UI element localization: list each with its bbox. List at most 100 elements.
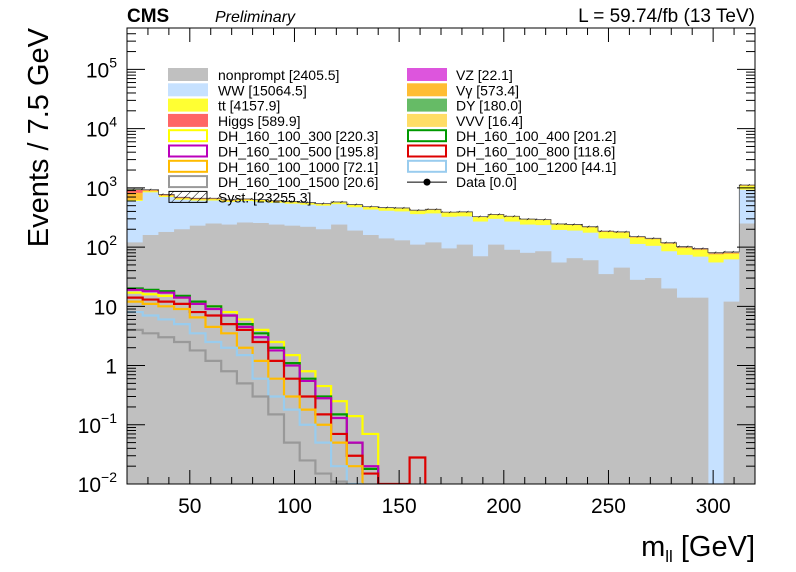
legend-entry: Syst. [23255.3] xyxy=(168,189,311,205)
stack-bin xyxy=(707,262,725,484)
syst-band xyxy=(613,230,630,233)
stack-bin xyxy=(142,234,159,484)
stack-bin xyxy=(660,288,677,484)
y-tick-label: 104 xyxy=(86,114,117,142)
x-tick-label: 300 xyxy=(696,495,731,518)
legend-label: DH_160_100_300 [220.3] xyxy=(218,128,378,144)
syst-band xyxy=(331,200,347,204)
syst-band xyxy=(503,215,520,218)
y-tick-label: 1 xyxy=(105,356,117,379)
y-tick-label: 10−2 xyxy=(78,469,118,497)
legend-swatch xyxy=(168,190,208,203)
legend-swatch xyxy=(407,159,447,173)
stack-bin xyxy=(174,229,191,484)
legend-entry: tt [4157.9] xyxy=(168,98,280,114)
stack-bin xyxy=(409,244,426,484)
legend-label: DH_160_100_1500 [20.6] xyxy=(218,174,378,190)
x-axis-title: mll [GeV] xyxy=(641,531,755,566)
y-tick-base: 1 xyxy=(105,356,117,379)
stack-bin xyxy=(189,225,206,484)
legend-entry: DH_160_100_800 [118.6] xyxy=(407,144,615,160)
legend-entry: DH_160_100_1000 [72.1] xyxy=(168,159,378,175)
signal-histograms xyxy=(127,287,427,484)
legend-swatch xyxy=(168,98,208,112)
y-tick-label: 105 xyxy=(86,54,117,82)
experiment-label: CMS xyxy=(127,6,169,27)
syst-band xyxy=(425,208,441,211)
signal-dh-160-100-1500 xyxy=(127,328,348,484)
y-tick-base: 10 xyxy=(86,119,109,142)
syst-band xyxy=(236,197,253,200)
legend-swatch xyxy=(407,113,447,127)
syst-band xyxy=(158,193,175,196)
legend-data-marker xyxy=(423,178,431,186)
y-axis-title: Events / 7.5 GeV xyxy=(23,27,55,247)
legend-label: Data [0.0] xyxy=(456,174,517,190)
legend-swatch xyxy=(168,83,208,97)
legend-swatch xyxy=(407,68,447,81)
legend-label: tt [4157.9] xyxy=(218,98,280,114)
stack-bin xyxy=(692,297,709,484)
y-tick-label: 10−1 xyxy=(78,410,118,438)
legend-label: Higgs [589.9] xyxy=(218,113,301,129)
stack-bin xyxy=(613,267,630,484)
syst-band xyxy=(362,205,379,208)
x-tick-label: 50 xyxy=(178,495,201,518)
legend-label: WW [15064.5] xyxy=(218,82,307,98)
signal-dh-160-100-1200 xyxy=(127,310,363,484)
stack-bin xyxy=(331,224,348,484)
stack-bin xyxy=(252,223,269,484)
legend-entry: WW [15064.5] xyxy=(168,82,307,98)
signal-dh-160-100-1000 xyxy=(127,300,364,484)
syst-band xyxy=(739,184,755,187)
stack-bin xyxy=(393,240,411,484)
x-tick-label: 200 xyxy=(486,495,521,518)
stack-bin xyxy=(315,229,332,484)
syst-band xyxy=(221,198,237,201)
syst-band xyxy=(472,215,489,218)
stack-bin xyxy=(676,297,693,484)
x-axis-title-unit: [GeV] xyxy=(673,531,755,563)
syst-band xyxy=(127,188,143,191)
legend-swatch xyxy=(168,68,208,81)
stack-bin xyxy=(205,223,222,484)
syst-band xyxy=(582,225,598,228)
stack-bin xyxy=(425,242,442,484)
y-tick-exponent: 2 xyxy=(109,232,117,248)
legend-entry: DH_160_100_1200 [44.1] xyxy=(407,159,616,175)
stack-bin xyxy=(346,230,363,484)
legend-swatch xyxy=(407,129,447,143)
y-tick-base: 10 xyxy=(86,59,109,82)
x-axis-title-main: m xyxy=(641,531,665,563)
y-tick-exponent: 3 xyxy=(109,173,117,189)
y-tick-label: 103 xyxy=(86,173,117,201)
legend-swatch xyxy=(407,144,447,158)
stack-bin xyxy=(472,256,489,484)
legend-entry: DH_160_100_1500 [20.6] xyxy=(168,174,378,190)
legend-entry: VVV [16.4] xyxy=(407,113,523,129)
syst-band xyxy=(535,218,551,221)
syst-band xyxy=(252,198,269,201)
syst-band xyxy=(378,206,394,209)
legend-entry: nonprompt [2405.5] xyxy=(168,67,339,83)
syst-band xyxy=(299,201,316,204)
syst-band xyxy=(409,209,426,212)
signal-dh-160-100-800 xyxy=(127,296,427,484)
syst-band xyxy=(660,241,677,244)
legend-swatch xyxy=(168,175,208,189)
stack-bin xyxy=(378,238,395,484)
legend-swatch xyxy=(168,129,208,143)
stack-bin xyxy=(739,223,755,484)
syst-band xyxy=(519,218,536,221)
stack-bin xyxy=(488,244,505,484)
syst-band xyxy=(393,206,410,209)
legend-swatch xyxy=(407,83,447,97)
legend-label: DH_160_100_1200 [44.1] xyxy=(456,159,616,175)
y-tick-exponent: 4 xyxy=(109,114,117,130)
legend-label: Syst. [23255.3] xyxy=(218,189,311,205)
stack-bin xyxy=(441,248,458,484)
legend-label: DH_160_100_400 [201.2] xyxy=(456,128,616,144)
syst-band xyxy=(566,223,583,226)
legend-label: VVV [16.4] xyxy=(456,113,523,129)
